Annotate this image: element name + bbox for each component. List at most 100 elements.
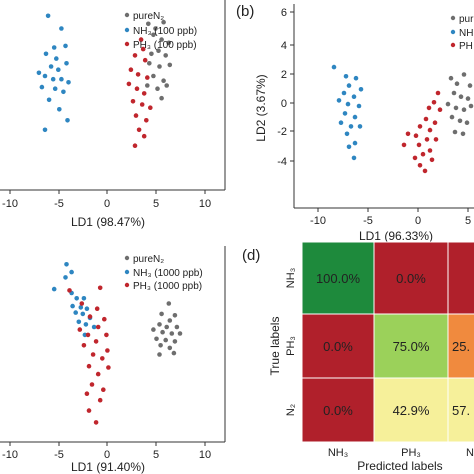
panel-b-xlabel: LD1 (96.33%) (359, 229, 433, 243)
point-nh-100-ppb (63, 43, 68, 49)
point-nh (346, 83, 352, 88)
point-nh-100-ppb (52, 86, 58, 91)
point-puren (147, 61, 152, 66)
point-pur (464, 120, 470, 125)
point-nh-1000-ppb (91, 324, 97, 330)
point-nh (352, 140, 358, 146)
point-puren (167, 345, 173, 351)
panel-c-xtick-label: -5 (54, 449, 64, 461)
point-nh-100-ppb (59, 76, 64, 82)
point-puren (146, 21, 151, 27)
panel-b-xtick-label: 0 (415, 215, 421, 227)
heatmap-cell-value: 0.0% (323, 339, 353, 354)
point-ph (427, 127, 433, 133)
point-puren (149, 51, 154, 57)
point-ph (435, 90, 441, 96)
point-ph-100-ppb (132, 53, 138, 58)
legend-marker-ph3 (124, 41, 130, 47)
point-ph (417, 124, 423, 129)
point-pur (461, 72, 467, 77)
point-ph-1000-ppb (93, 420, 99, 425)
legend-marker-pure-n2 (450, 15, 456, 21)
heatmap-cell (447, 241, 474, 315)
point-ph-100-ppb (142, 57, 148, 63)
legend-label-nh3: NH (459, 28, 473, 39)
point-nh-1000-ppb (78, 305, 84, 310)
point-puren (164, 324, 169, 330)
point-puren (155, 86, 160, 91)
point-nh-1000-ppb (81, 296, 87, 301)
point-nh (343, 74, 349, 79)
point-nh-100-ppb (64, 61, 69, 66)
panel-b-ytick-label: 2 (281, 69, 287, 81)
point-ph-1000-ppb (86, 408, 92, 413)
point-ph-1000-ppb (81, 343, 87, 348)
point-ph (432, 120, 438, 125)
point-puren (177, 331, 183, 336)
panel-d-label: (d) (242, 247, 260, 264)
row-label-ph3: PH₃ (285, 336, 297, 356)
point-pur (452, 129, 458, 135)
panel-a-xtick-label: -5 (54, 198, 64, 210)
heatmap-cell (373, 313, 449, 379)
panel-a-xlabel: LD1 (98.47%) (71, 215, 145, 229)
point-ph (423, 116, 429, 122)
point-nh (351, 155, 357, 161)
legend-label-ph3: PH₃ (1000 ppb) (133, 281, 202, 292)
point-puren (151, 32, 156, 38)
point-puren (172, 339, 178, 344)
col-label-nh3: NH₃ (328, 447, 348, 459)
panel-b-ytick-label: 6 (281, 7, 287, 19)
panel-b-points (331, 64, 474, 174)
point-ph-1000-ppb (97, 397, 103, 403)
panel-b-xticks: -10 -5 0 5 (310, 208, 471, 227)
point-nh (356, 103, 362, 109)
point-pur (454, 81, 460, 86)
legend-marker-nh3 (124, 27, 130, 33)
panel-a-xtick-label: -10 (2, 198, 18, 210)
panel-b-ytick-label: 4 (281, 40, 287, 52)
point-puren (161, 19, 166, 25)
point-nh-100-ppb (50, 76, 56, 82)
heatmap-cell (373, 241, 449, 315)
point-nh (346, 144, 352, 150)
point-ph-1000-ppb (93, 339, 99, 344)
point-ph-100-ppb (144, 118, 149, 123)
point-pur (461, 107, 467, 112)
point-nh-100-ppb (46, 97, 52, 103)
heatmap-cell-value: 42.9% (393, 403, 430, 418)
point-ph (424, 137, 430, 142)
point-ph-1000-ppb (104, 332, 109, 338)
point-nh (352, 114, 358, 120)
point-pur (468, 103, 474, 109)
heatmap-cell-value: 75.0% (393, 339, 430, 354)
point-ph-100-ppb (134, 86, 140, 91)
point-nh (358, 87, 364, 92)
legend-label-pure-n2: pur (459, 14, 474, 25)
panel-b-ytick-label: -2 (277, 126, 287, 138)
point-ph-100-ppb (139, 102, 145, 107)
heatmap-cell-value: 100.0% (316, 271, 361, 286)
point-ph-1000-ppb (105, 348, 110, 353)
panel-b-xtick-label: -5 (363, 215, 373, 227)
point-ph (420, 151, 426, 157)
point-nh-100-ppb (51, 45, 57, 50)
point-puren (157, 352, 162, 357)
legend-label-ph3: PH₃ (100 ppb) (133, 40, 197, 51)
point-ph-1000-ppb (67, 288, 72, 293)
point-ph-1000-ppb (100, 356, 105, 361)
panel-a-xtick-label: 10 (199, 198, 211, 210)
heatmap-cell-value: 25. (452, 339, 470, 354)
point-puren (159, 95, 164, 101)
heatmap-cell-value: 57. (452, 403, 470, 418)
point-ph (417, 163, 423, 168)
point-nh (341, 90, 347, 96)
point-ph (427, 148, 433, 153)
panel-a-points (36, 13, 173, 148)
panel-c-xlabel: LD1 (91.40%) (71, 460, 145, 474)
point-nh-1000-ppb (69, 269, 74, 275)
point-puren (153, 26, 158, 31)
panel-b-label: (b) (236, 3, 254, 20)
point-pur (451, 90, 457, 96)
point-ph-1000-ppb (84, 391, 90, 397)
